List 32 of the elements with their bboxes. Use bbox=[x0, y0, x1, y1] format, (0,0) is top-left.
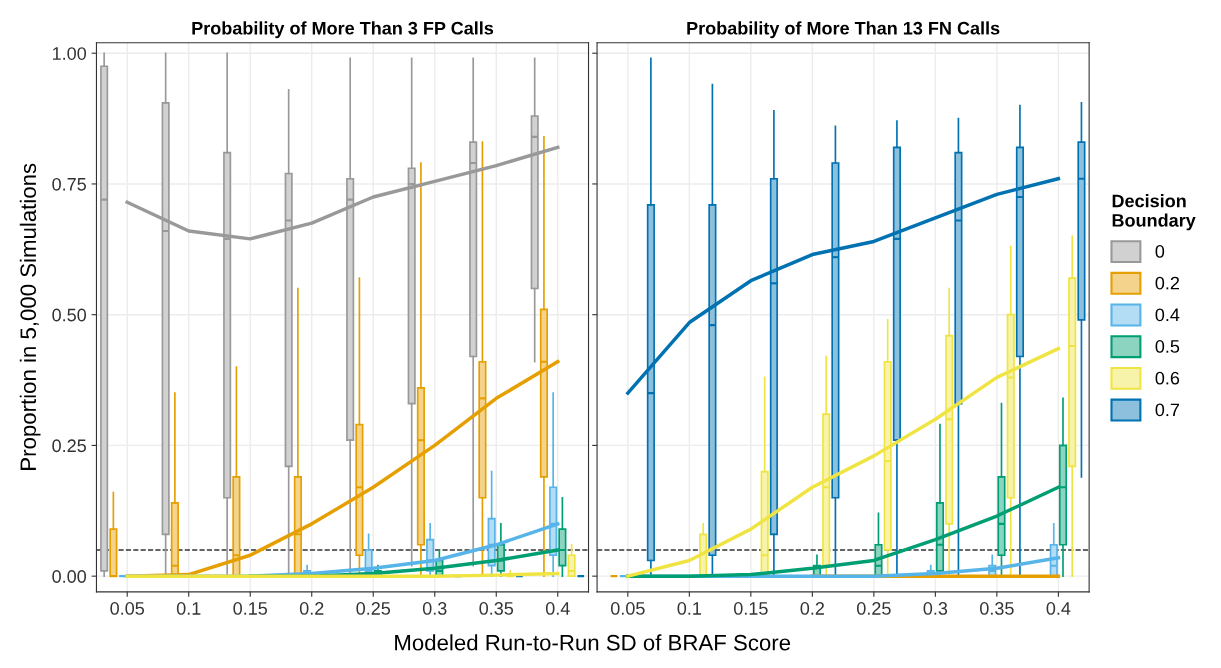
x-tick-label: 0.4 bbox=[1046, 602, 1071, 615]
x-tick-label: 0.25 bbox=[856, 602, 891, 615]
y-tick-label: 0.00 bbox=[52, 570, 87, 583]
x-tick-label: 0.1 bbox=[176, 602, 201, 615]
chart-title: Probability of More Than 13 FN Calls bbox=[687, 21, 1000, 39]
chart-title: Probability of More Than 3 FP Calls bbox=[192, 21, 494, 39]
y-axis-title: Proportion in 5,000 Simulations bbox=[19, 163, 41, 470]
y-tick-label: 1.00 bbox=[52, 47, 87, 60]
x-tick-label: 0.1 bbox=[677, 602, 701, 615]
y-tick-label: 0.25 bbox=[52, 439, 86, 453]
x-axis-title: Modeled Run-to-Run SD of BRAF Score bbox=[395, 634, 791, 651]
x-tick-label: 0.3 bbox=[923, 602, 948, 615]
legend-label: 0.2 bbox=[1155, 276, 1180, 290]
x-tick-label: 0.4 bbox=[545, 602, 570, 615]
legend-label: 0 bbox=[1155, 245, 1165, 258]
x-tick-label: 0.05 bbox=[610, 602, 645, 615]
x-tick-label: 0.25 bbox=[356, 602, 391, 615]
x-tick-label: 0.15 bbox=[733, 602, 768, 615]
x-tick-label: 0.2 bbox=[299, 602, 324, 615]
legend-label: 0.5 bbox=[1155, 340, 1180, 353]
y-tick-label: 0.50 bbox=[52, 308, 87, 322]
y-tick-label: 0.75 bbox=[52, 177, 86, 191]
legend-label: 0.6 bbox=[1155, 371, 1180, 385]
x-tick-label: 0.15 bbox=[233, 602, 268, 615]
x-tick-label: 0.35 bbox=[980, 602, 1014, 615]
x-tick-label: 0.3 bbox=[422, 602, 447, 615]
x-tick-label: 0.2 bbox=[800, 602, 824, 615]
legend-title: Decision Boundary bbox=[1112, 194, 1196, 231]
legend-label: 0.4 bbox=[1155, 308, 1180, 322]
x-tick-label: 0.05 bbox=[110, 602, 145, 615]
x-tick-label: 0.35 bbox=[479, 602, 514, 615]
legend-label: 0.7 bbox=[1155, 403, 1180, 417]
